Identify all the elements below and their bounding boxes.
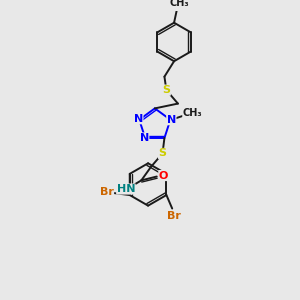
Text: Br: Br	[167, 211, 181, 221]
Text: HN: HN	[117, 184, 135, 194]
Text: S: S	[158, 148, 166, 158]
Text: O: O	[159, 171, 168, 181]
Text: N: N	[140, 133, 149, 143]
Text: N: N	[167, 115, 176, 125]
Text: Br: Br	[100, 187, 114, 197]
Text: CH₃: CH₃	[169, 0, 189, 8]
Text: S: S	[162, 85, 170, 95]
Text: N: N	[134, 114, 143, 124]
Text: CH₃: CH₃	[183, 108, 202, 118]
